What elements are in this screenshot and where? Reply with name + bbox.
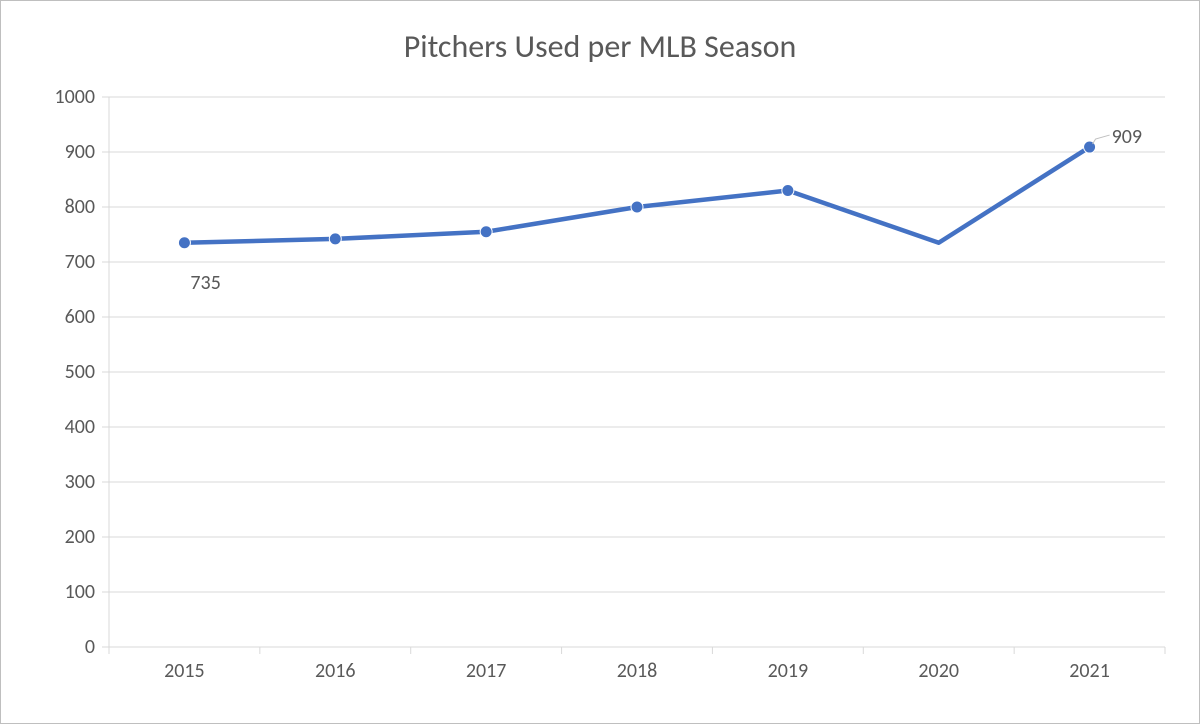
x-tick-label: 2019: [712, 659, 863, 683]
y-tick-label: 1000: [1, 85, 95, 109]
y-tick-label: 0: [1, 635, 95, 659]
chart-frame: Pitchers Used per MLB Season 01002003004…: [0, 0, 1200, 724]
y-tick-label: 400: [1, 415, 95, 439]
y-tick-label: 800: [1, 195, 95, 219]
y-tick-label: 100: [1, 580, 95, 604]
data-point-label: 735: [190, 271, 220, 295]
x-tick-label: 2016: [260, 659, 411, 683]
chart-svg: [1, 1, 1200, 725]
y-tick-label: 600: [1, 305, 95, 329]
y-tick-label: 900: [1, 140, 95, 164]
x-tick-label: 2017: [411, 659, 562, 683]
x-tick-label: 2020: [863, 659, 1014, 683]
data-point-label: 909: [1112, 125, 1142, 149]
y-tick-label: 300: [1, 470, 95, 494]
x-tick-label: 2015: [109, 659, 260, 683]
y-tick-label: 500: [1, 360, 95, 384]
x-tick-label: 2018: [562, 659, 713, 683]
y-tick-label: 200: [1, 525, 95, 549]
x-tick-label: 2021: [1014, 659, 1165, 683]
y-tick-label: 700: [1, 250, 95, 274]
